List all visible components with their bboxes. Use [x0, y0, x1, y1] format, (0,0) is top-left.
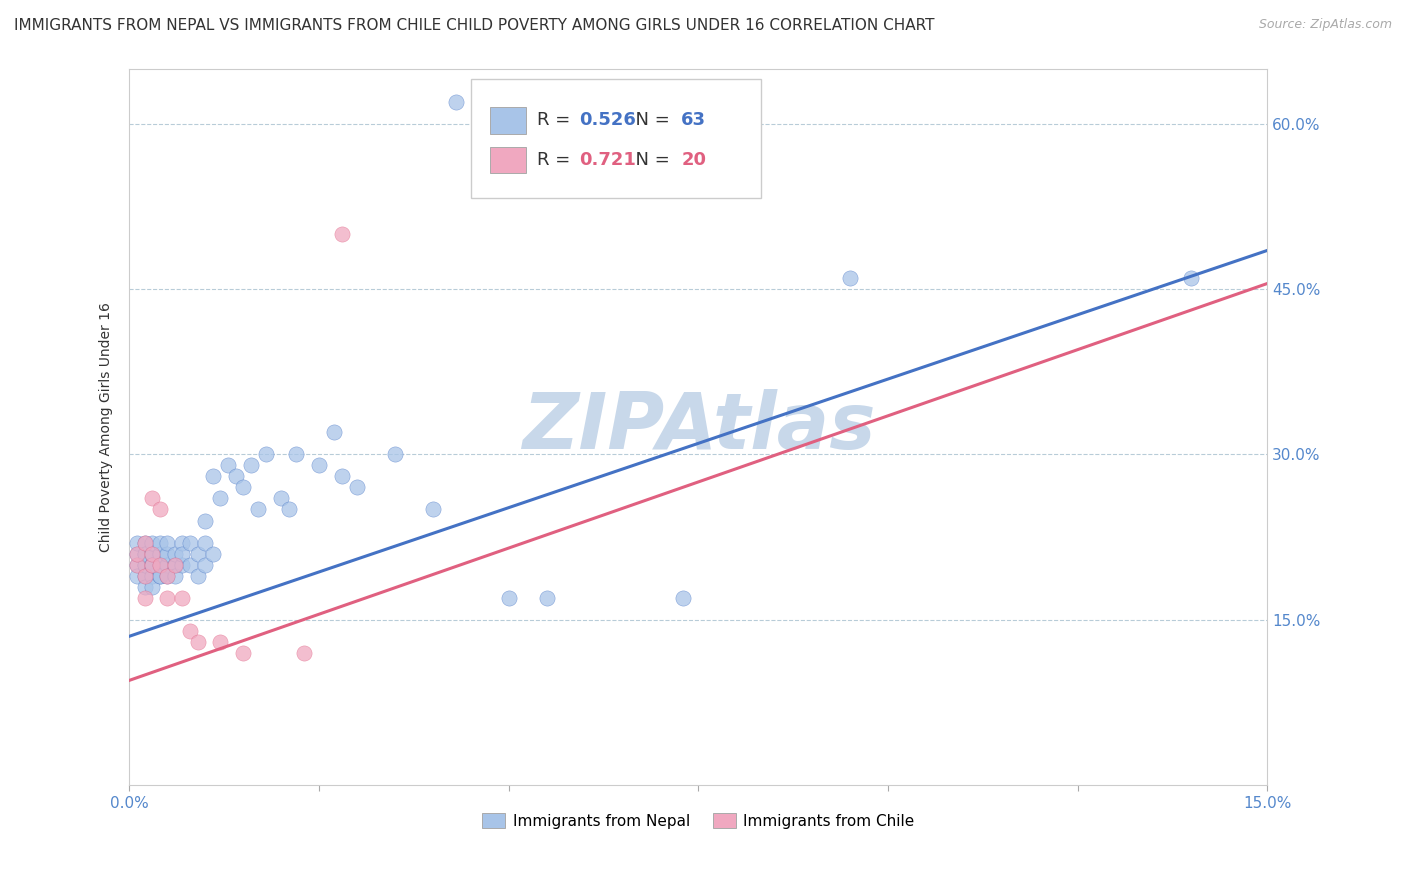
Point — [270, 491, 292, 506]
Point — [672, 591, 695, 605]
Text: 63: 63 — [682, 112, 706, 129]
Point — [156, 547, 179, 561]
Text: Source: ZipAtlas.com: Source: ZipAtlas.com — [1258, 18, 1392, 31]
Point — [201, 469, 224, 483]
Point — [141, 580, 163, 594]
Text: R =: R = — [537, 151, 575, 169]
Point — [247, 502, 270, 516]
Point — [422, 502, 444, 516]
Point — [149, 558, 172, 572]
Point — [134, 535, 156, 549]
Point — [163, 568, 186, 582]
Point — [187, 547, 209, 561]
Point — [225, 469, 247, 483]
Point — [346, 480, 368, 494]
Point — [141, 547, 163, 561]
Point — [232, 480, 254, 494]
Point — [330, 227, 353, 241]
Point — [141, 535, 163, 549]
Point — [156, 568, 179, 582]
Point — [156, 568, 179, 582]
Point — [125, 535, 148, 549]
Point — [194, 514, 217, 528]
Point — [125, 547, 148, 561]
Point — [308, 458, 330, 473]
FancyBboxPatch shape — [491, 107, 526, 134]
Point — [156, 535, 179, 549]
Point — [239, 458, 262, 473]
Point — [172, 558, 194, 572]
Point — [179, 558, 201, 572]
Point — [839, 271, 862, 285]
Point — [134, 558, 156, 572]
Point — [149, 547, 172, 561]
Point — [125, 547, 148, 561]
Point — [141, 568, 163, 582]
Point — [134, 568, 156, 582]
Point — [149, 568, 172, 582]
Point — [285, 447, 308, 461]
Point — [163, 558, 186, 572]
Point — [536, 591, 558, 605]
Point — [149, 535, 172, 549]
Text: 20: 20 — [682, 151, 706, 169]
Text: 0.526: 0.526 — [579, 112, 636, 129]
Point — [125, 568, 148, 582]
Point — [156, 591, 179, 605]
Point — [141, 547, 163, 561]
Point — [187, 634, 209, 648]
Point — [134, 580, 156, 594]
Point — [125, 558, 148, 572]
Point — [209, 491, 232, 506]
Point — [134, 535, 156, 549]
Point — [330, 469, 353, 483]
Point — [141, 558, 163, 572]
Point — [163, 558, 186, 572]
Text: N =: N = — [624, 112, 676, 129]
Point — [1180, 271, 1202, 285]
Point — [134, 547, 156, 561]
Point — [125, 558, 148, 572]
Text: IMMIGRANTS FROM NEPAL VS IMMIGRANTS FROM CHILE CHILD POVERTY AMONG GIRLS UNDER 1: IMMIGRANTS FROM NEPAL VS IMMIGRANTS FROM… — [14, 18, 935, 33]
Point — [179, 535, 201, 549]
Point — [141, 558, 163, 572]
Text: 0.721: 0.721 — [579, 151, 636, 169]
Point — [156, 558, 179, 572]
Point — [134, 558, 156, 572]
FancyBboxPatch shape — [491, 146, 526, 173]
Point — [141, 558, 163, 572]
Point — [141, 491, 163, 506]
Point — [134, 568, 156, 582]
Point — [217, 458, 239, 473]
Point — [163, 547, 186, 561]
Text: R =: R = — [537, 112, 575, 129]
Point — [292, 646, 315, 660]
Point — [277, 502, 299, 516]
Point — [498, 591, 520, 605]
Point — [444, 95, 467, 109]
Point — [149, 568, 172, 582]
Point — [149, 502, 172, 516]
Point — [179, 624, 201, 638]
Point — [172, 535, 194, 549]
Legend: Immigrants from Nepal, Immigrants from Chile: Immigrants from Nepal, Immigrants from C… — [477, 806, 921, 835]
Point — [232, 646, 254, 660]
Point — [254, 447, 277, 461]
Point — [194, 535, 217, 549]
Point — [172, 591, 194, 605]
FancyBboxPatch shape — [471, 79, 761, 197]
Point — [187, 568, 209, 582]
Point — [149, 558, 172, 572]
Point — [209, 634, 232, 648]
Y-axis label: Child Poverty Among Girls Under 16: Child Poverty Among Girls Under 16 — [100, 301, 114, 552]
Text: ZIPAtlas: ZIPAtlas — [522, 389, 875, 465]
Point — [194, 558, 217, 572]
Point — [201, 547, 224, 561]
Text: N =: N = — [624, 151, 676, 169]
Point — [134, 591, 156, 605]
Point — [134, 547, 156, 561]
Point — [384, 447, 406, 461]
Point — [172, 547, 194, 561]
Point — [323, 425, 346, 440]
